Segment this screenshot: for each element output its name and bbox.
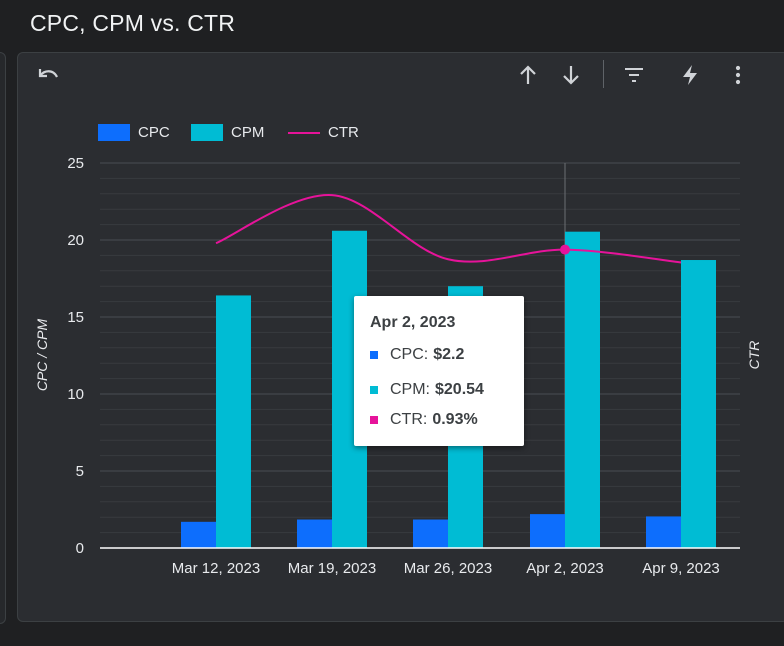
y-axis-title: CPC / CPM (34, 318, 50, 391)
tick-labels: 0 5 10 15 20 25 Mar 12, 2023 Mar 19, 2023 Mar 26… (67, 155, 719, 577)
bar-cpc (181, 521, 216, 548)
tooltip-value-cpm: $20.54 (435, 381, 484, 398)
legend-label-ctr: CTR (328, 124, 359, 141)
x-tick-label: Apr 9, 2023 (642, 560, 720, 577)
x-tick-label: Mar 19, 2023 (288, 560, 376, 577)
ctr-line-path (215, 194, 682, 264)
arrow-down-icon[interactable] (557, 61, 585, 89)
more-vertical-icon[interactable] (724, 61, 752, 89)
tooltip-row-cpm: CPM: $20.54 (370, 381, 484, 399)
bar-cpm (216, 295, 251, 548)
bar-cpm (565, 231, 600, 548)
bars (181, 230, 716, 548)
legend-item-ctr[interactable]: CTR (288, 124, 359, 141)
legend-label-cpm: CPM (231, 124, 265, 141)
tooltip-label-ctr: CTR: (390, 411, 428, 428)
tooltip-dot-cpc (370, 351, 378, 359)
y-tick-label: 0 (76, 540, 84, 557)
bar-cpm (681, 260, 716, 548)
y-tick-label: 20 (67, 232, 84, 249)
tooltip-value-cpc: $2.2 (433, 346, 465, 363)
y-tick-label: 10 (67, 386, 84, 403)
bar-cpc (530, 514, 565, 548)
x-tick-label: Mar 26, 2023 (404, 560, 492, 577)
tooltip-label-cpc: CPC: (390, 346, 429, 363)
x-tick-label: Apr 2, 2023 (526, 560, 604, 577)
tooltip-dot-cpm (370, 386, 378, 394)
tooltip-dot-ctr (370, 416, 378, 424)
legend-swatch-cpc (98, 124, 130, 141)
y2-axis-title: CTR (746, 341, 762, 370)
x-tick-label: Mar 12, 2023 (172, 560, 260, 577)
y-tick-label: 25 (67, 155, 84, 172)
y-tick-label: 15 (67, 309, 84, 326)
arrow-up-icon[interactable] (514, 61, 542, 89)
ctr-line (215, 194, 682, 264)
legend-swatch-cpm (191, 124, 223, 141)
legend-swatch-ctr (288, 131, 320, 134)
ctr-highlight-point (560, 244, 570, 255)
legend-item-cpc[interactable]: CPC (98, 124, 170, 141)
bar-cpc (646, 516, 681, 548)
toolbar-divider (603, 60, 604, 88)
tooltip-row-cpc: CPC: $2.2 (370, 346, 464, 364)
tooltip-value-ctr: 0.93% (432, 411, 478, 428)
lightning-icon[interactable] (676, 61, 704, 89)
legend-label-cpc: CPC (138, 124, 170, 141)
bar-cpc (297, 519, 332, 548)
legend-item-cpm[interactable]: CPM (191, 124, 264, 141)
bar-cpc (413, 519, 448, 548)
page-title: CPC, CPM vs. CTR (30, 10, 236, 36)
tooltip-row-ctr: CTR: 0.93% (370, 411, 478, 429)
undo-icon[interactable] (34, 61, 62, 89)
tooltip-date: Apr 2, 2023 (370, 314, 456, 331)
tooltip-label-cpm: CPM: (390, 381, 430, 398)
y-tick-label: 5 (76, 463, 84, 480)
data-tooltip: Apr 2, 2023 CPC: $2.2 CPM: $20.54 CTR: 0… (354, 296, 524, 446)
filter-icon[interactable] (620, 61, 648, 89)
